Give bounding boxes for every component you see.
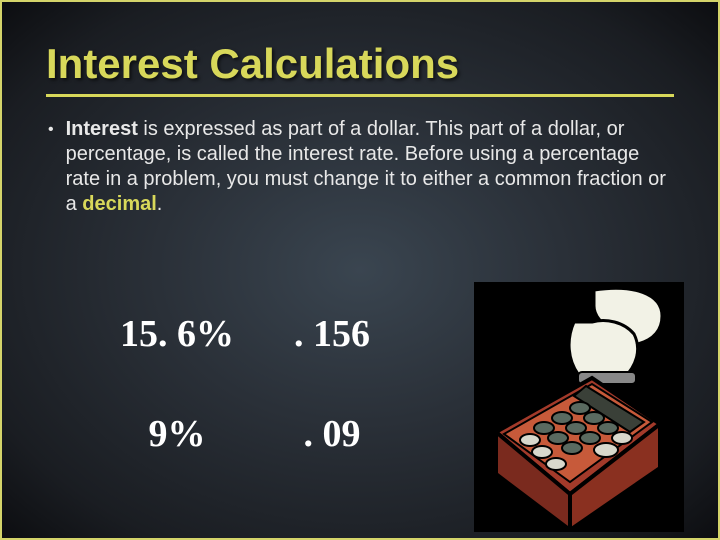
bullet-row: • Interest is expressed as part of a dol… — [46, 117, 674, 217]
conversion-table: 15. 6% . 156 9% . 09 — [92, 312, 402, 512]
bullet-marker: • — [48, 120, 54, 140]
bullet-text: Interest is expressed as part of a dolla… — [66, 117, 668, 217]
bullet-lead: Interest — [66, 118, 138, 140]
calculator-clipart — [474, 282, 684, 532]
conversion-row: 15. 6% . 156 — [92, 312, 402, 356]
percent-value: 15. 6% — [92, 312, 262, 356]
decimal-value: . 156 — [262, 312, 402, 356]
percent-value: 9% — [92, 412, 262, 456]
slide-title: Interest Calculations — [46, 40, 674, 97]
bullet-tail: . — [157, 193, 163, 215]
conversion-row: 9% . 09 — [92, 412, 402, 456]
calculator-icon — [474, 282, 684, 532]
slide: Interest Calculations • Interest is expr… — [0, 0, 720, 540]
decimal-value: . 09 — [262, 412, 402, 456]
bullet-accent: decimal — [82, 193, 156, 215]
